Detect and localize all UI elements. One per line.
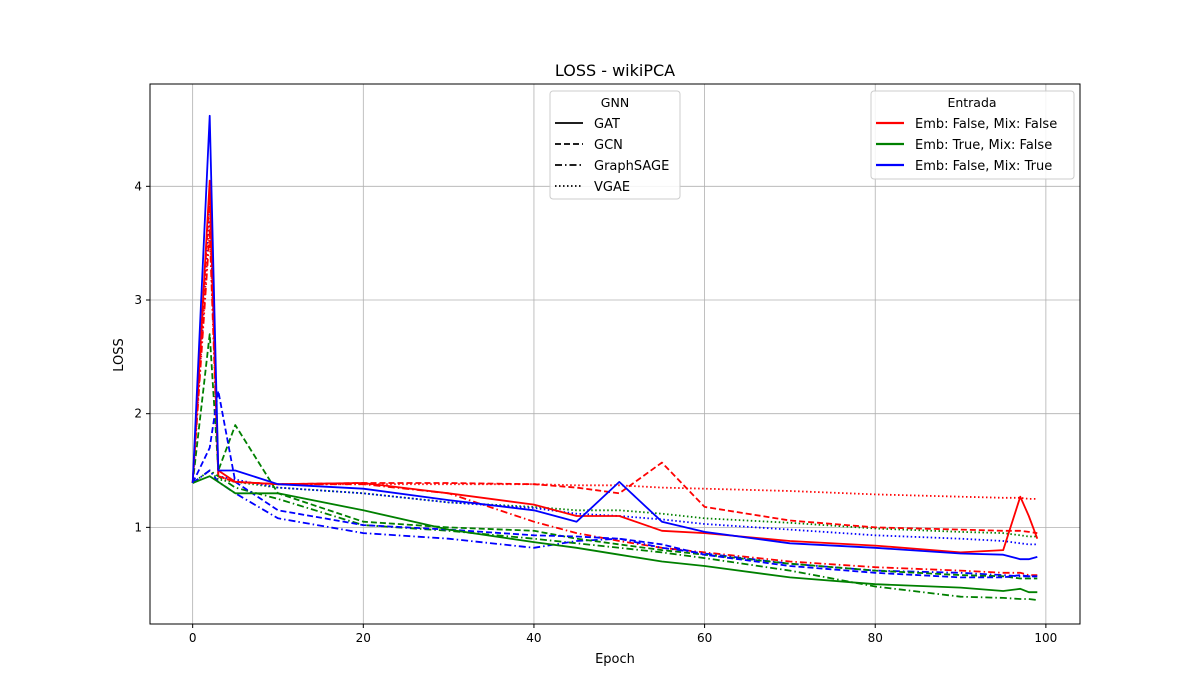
legend-entrada-frame [870, 90, 1075, 180]
legend-red-label: Emb: False, Mix: False [915, 117, 1057, 132]
legend-green-label: Emb: True, Mix: False [915, 138, 1052, 153]
y-tick-label: 3 [134, 293, 142, 307]
x-tick-label: 20 [356, 631, 371, 645]
legend-gnn: GNN GAT GCN GraphSAGE VGAE [549, 90, 681, 200]
legend-entrada: Entrada Emb: False, Mix: False Emb: True… [870, 90, 1075, 180]
series-line-gcn-008000 [191, 333, 1038, 580]
legend-gcn-label: GCN [594, 138, 623, 153]
series-line-gat-008000 [192, 475, 1038, 594]
legend-vgae-label: VGAE [594, 180, 630, 195]
series-line-vgae-0000ff [191, 196, 1038, 546]
legend-gat-label: GAT [594, 117, 620, 132]
series-layer [191, 114, 1039, 601]
x-tick-label: 80 [868, 631, 883, 645]
series-line-gat-0000ff [191, 114, 1038, 561]
legend-entrada-title: Entrada [947, 95, 996, 110]
plot-frame [149, 83, 1081, 625]
series-line-graphsage-008000 [192, 469, 1038, 601]
y-axis-label: LOSS [112, 338, 127, 372]
chart-title: LOSS - wikiPCA [555, 61, 675, 80]
axis-ticks: 0 20 40 60 80 100 1 2 3 4 [134, 179, 1057, 645]
x-tick-label: 40 [526, 631, 541, 645]
y-tick-label: 2 [134, 407, 142, 421]
x-tick-label: 100 [1034, 631, 1057, 645]
y-tick-label: 1 [134, 520, 142, 534]
y-tick-label: 4 [134, 179, 142, 193]
x-tick-label: 0 [189, 631, 197, 645]
legend-graphsage-label: GraphSAGE [594, 159, 669, 174]
series-line-vgae-008000 [192, 469, 1038, 538]
legend-gnn-frame [549, 90, 681, 200]
legend-gnn-title: GNN [601, 95, 629, 110]
legend-blue-label: Emb: False, Mix: True [915, 159, 1052, 174]
series-line-gat-ff0000 [191, 179, 1039, 554]
x-axis-label: Epoch [595, 652, 635, 667]
x-tick-label: 60 [697, 631, 712, 645]
